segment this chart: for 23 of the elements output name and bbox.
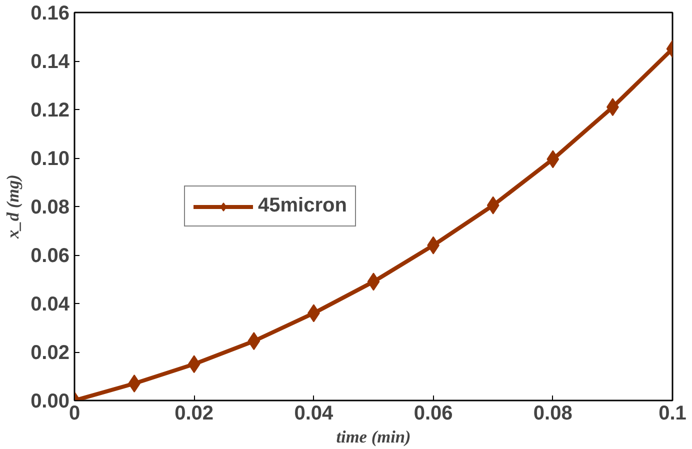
point — [248, 332, 260, 350]
x-tick-label: 0 — [68, 402, 80, 424]
y-axis-title: x_d (mg) — [4, 174, 23, 240]
x-tick-label: 0.06 — [414, 402, 453, 424]
x-tick-label: 0.02 — [174, 402, 214, 424]
x-tick-label: 0.1 — [658, 402, 686, 424]
x-axis-title: time (min) — [336, 428, 411, 446]
y-tick-label: 0.00 — [30, 390, 70, 412]
point — [188, 355, 200, 374]
point — [486, 196, 500, 214]
point — [367, 272, 380, 291]
y-tick-label: 0.08 — [30, 196, 70, 218]
legend-label: 45micron — [258, 194, 347, 218]
y-tick-label: 0.10 — [30, 148, 70, 170]
point — [546, 150, 560, 168]
y-tick-label: 0.02 — [30, 342, 70, 364]
x-tick-label: 0.04 — [294, 402, 334, 424]
x-tick-label: 0.08 — [533, 402, 572, 424]
y-tick-label: 0.12 — [30, 100, 70, 122]
y-tick-label: 0.06 — [30, 245, 70, 267]
y-tick-label: 0.16 — [30, 2, 70, 24]
y-tick-label: 0.04 — [30, 294, 70, 316]
y-tick-label: 0.14 — [30, 51, 70, 73]
